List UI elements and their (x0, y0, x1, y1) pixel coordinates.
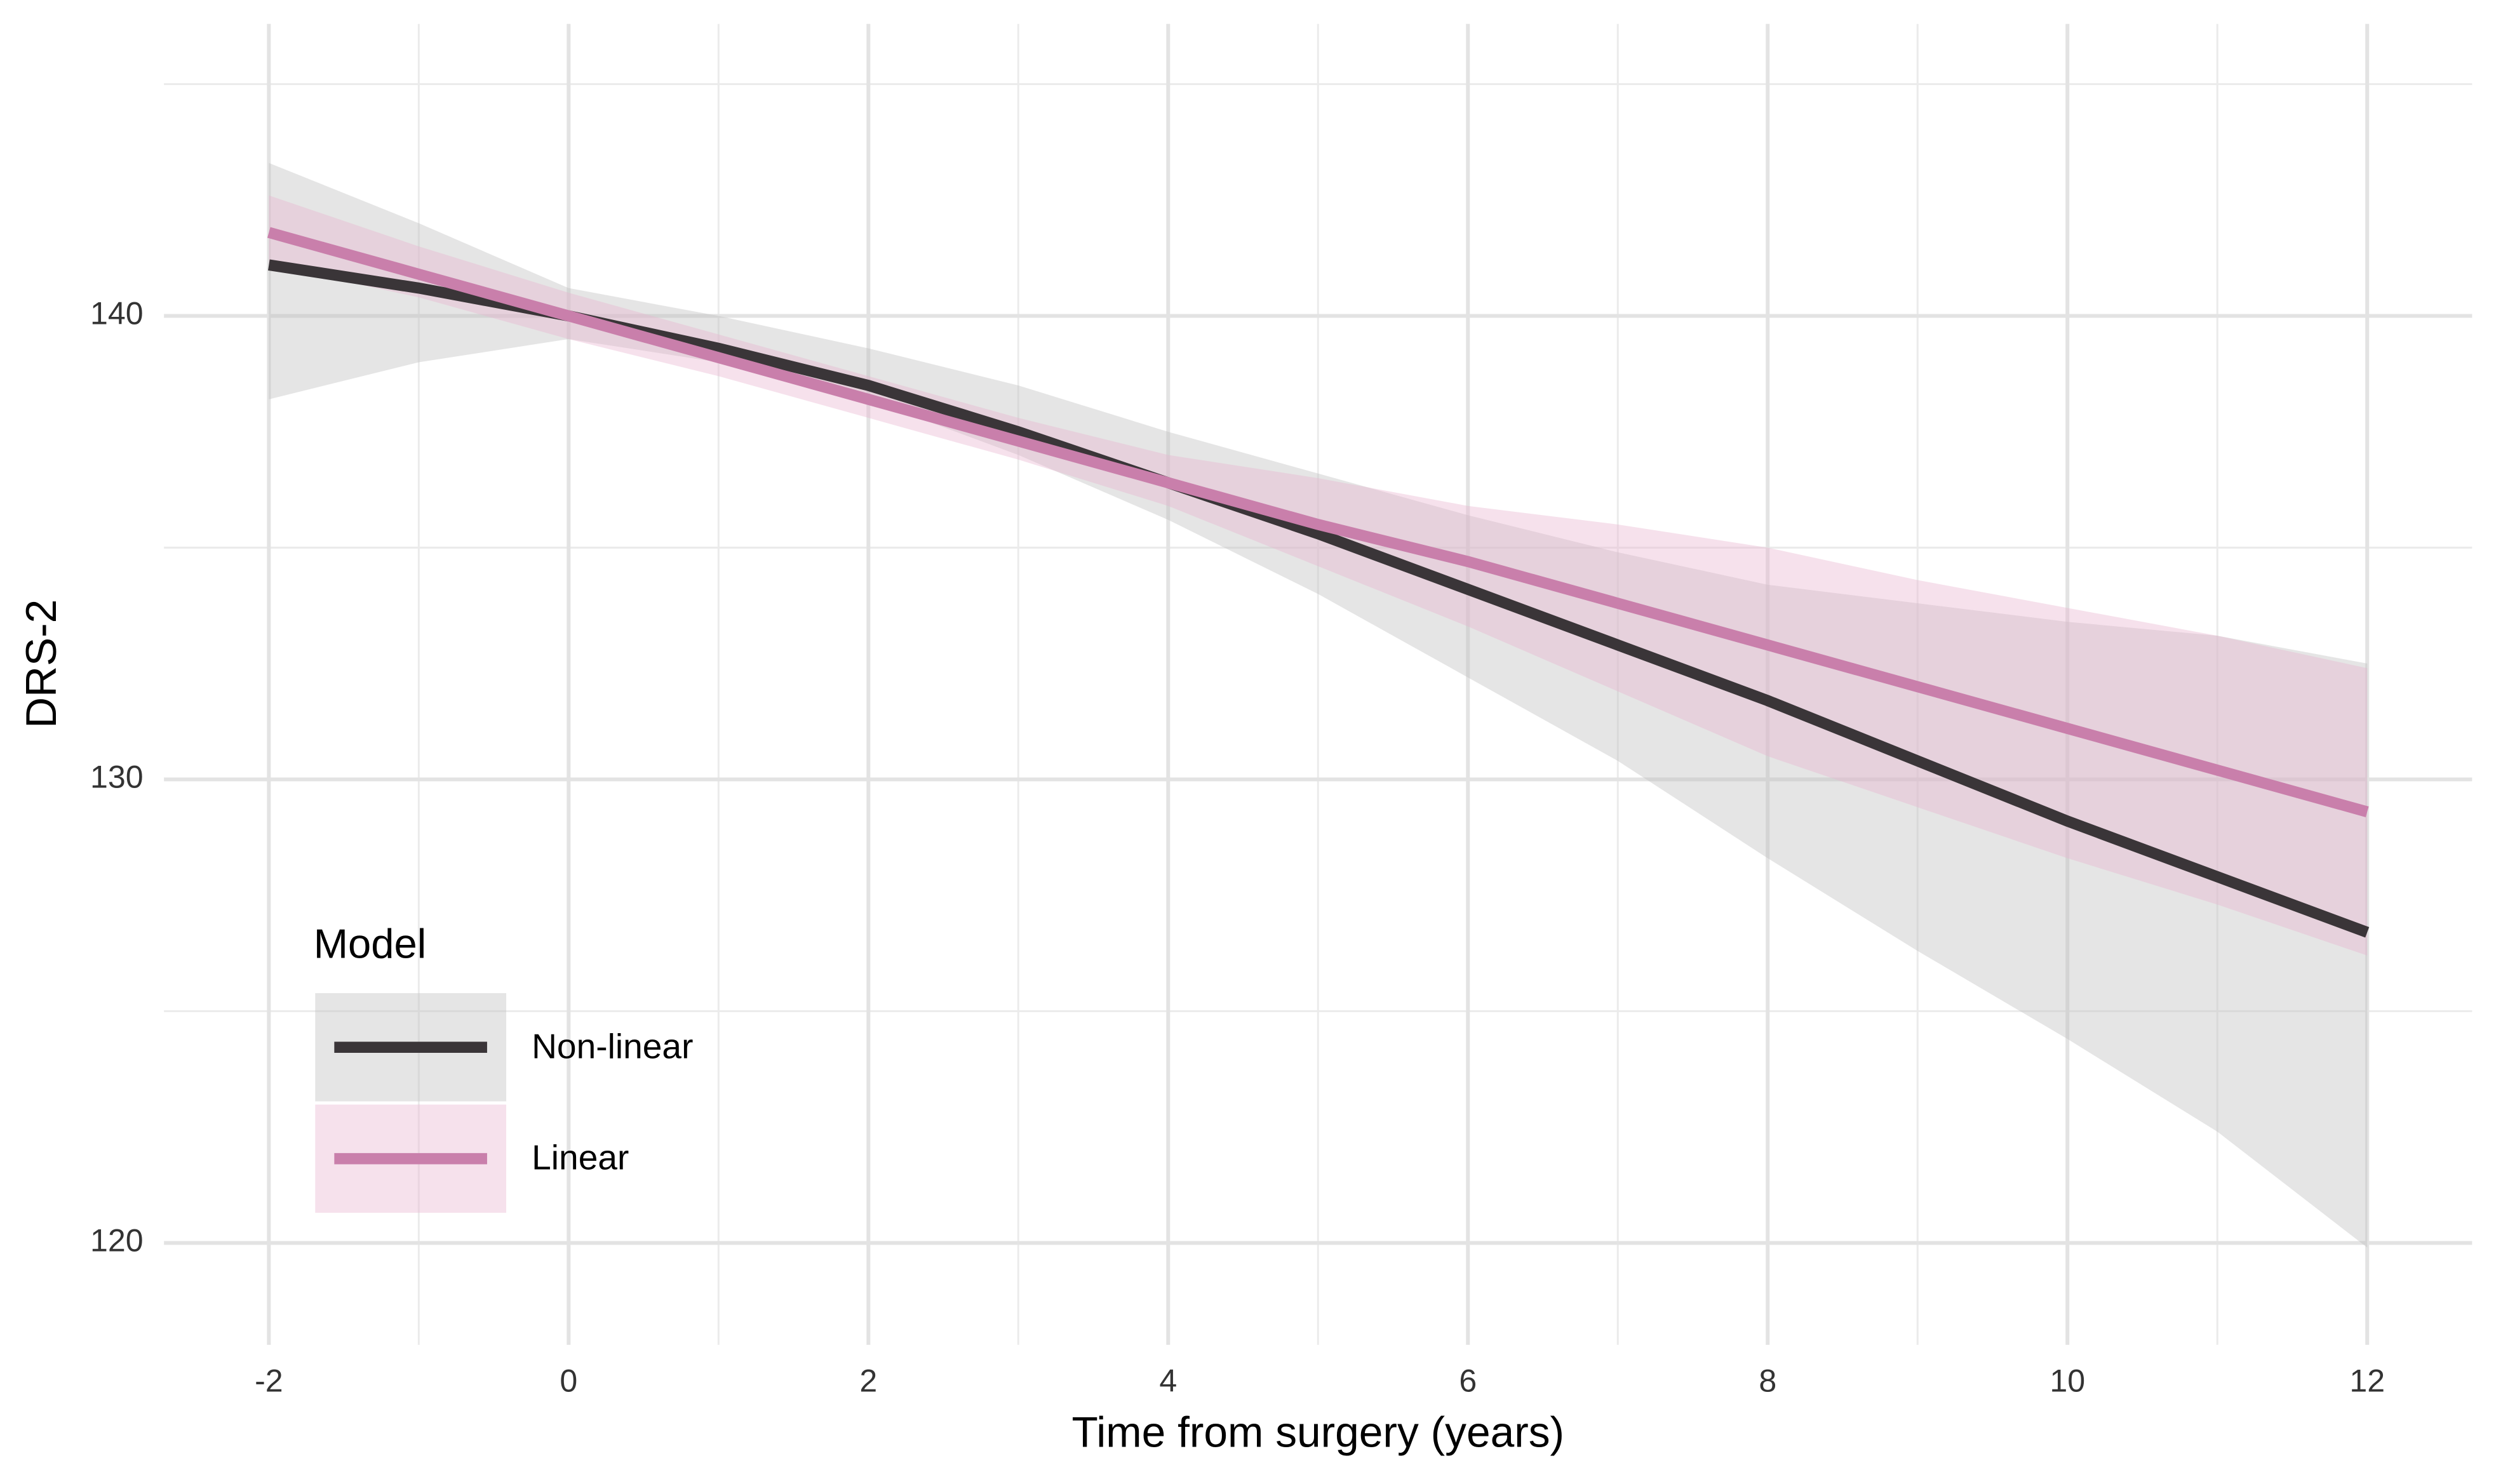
y-tick-label: 120 (90, 1223, 144, 1259)
x-tick-label: 8 (1759, 1363, 1776, 1398)
bands (269, 163, 2368, 1248)
legend: Model Non-linear Linear (314, 921, 693, 1213)
x-tick-label: 12 (2349, 1363, 2385, 1398)
lines (267, 227, 2370, 938)
labels: -2 0 2 4 6 8 10 12 120 130 140 (90, 296, 2385, 1399)
x-tick-label: 0 (560, 1363, 577, 1398)
x-tick-label: 10 (2050, 1363, 2085, 1398)
confidence-band (269, 163, 2368, 1248)
confidence-band (269, 195, 2368, 956)
y-tick-label: 140 (90, 296, 144, 331)
x-tick-label: 6 (1459, 1363, 1477, 1398)
x-tick-label: 2 (859, 1363, 877, 1398)
line (267, 227, 2369, 817)
legend-label: Non-linear (532, 1026, 693, 1066)
x-axis-title: Time from surgery (years) (1071, 1409, 1564, 1457)
x-tick-label: 4 (1159, 1363, 1177, 1398)
legend-label: Linear (532, 1138, 629, 1177)
x-tick-label: -2 (255, 1363, 283, 1398)
legend-title: Model (314, 921, 426, 967)
y-tick-label: 130 (90, 759, 144, 795)
y-axis-title: DRS-2 (18, 599, 65, 728)
